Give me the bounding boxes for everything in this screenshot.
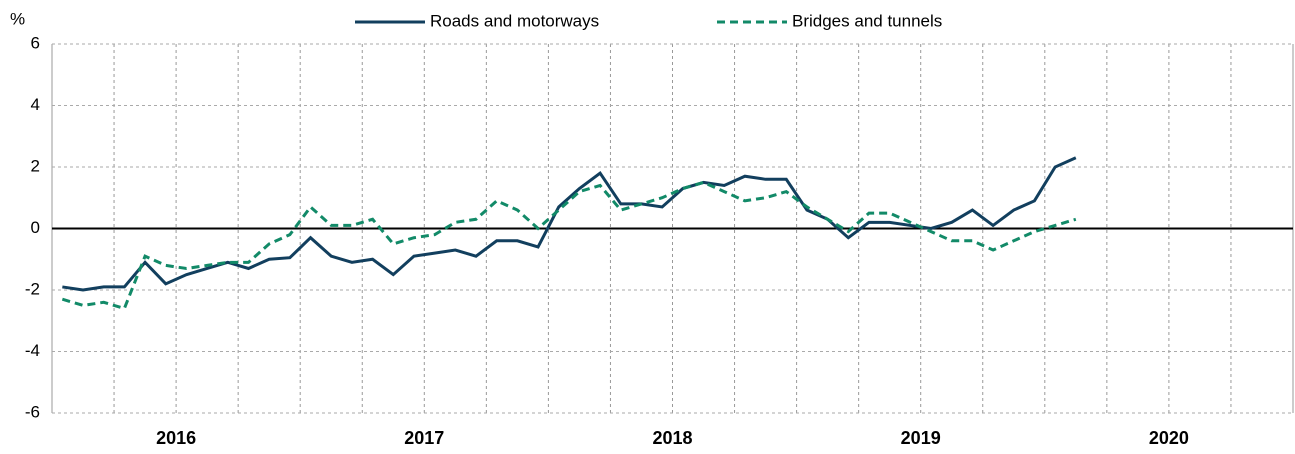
legend-label: Bridges and tunnels — [792, 11, 942, 30]
y-tick-label: -4 — [25, 341, 40, 360]
y-tick-label: 0 — [31, 218, 40, 237]
x-tick-label: 2016 — [156, 428, 196, 448]
x-tick-label: 2018 — [652, 428, 692, 448]
data-line — [61, 180, 1077, 311]
legend-label: Roads and motorways — [430, 11, 599, 30]
y-tick-label: 6 — [31, 33, 40, 52]
x-tick-label: 2017 — [404, 428, 444, 448]
y-tick-label: 4 — [31, 95, 40, 114]
data-line — [62, 156, 1077, 292]
x-tick-label: 2020 — [1149, 428, 1189, 448]
x-tick-label: 2019 — [901, 428, 941, 448]
y-tick-label: -6 — [25, 402, 40, 421]
y-axis-label: % — [10, 9, 25, 28]
y-tick-label: -2 — [25, 279, 40, 298]
y-tick-label: 2 — [31, 156, 40, 175]
